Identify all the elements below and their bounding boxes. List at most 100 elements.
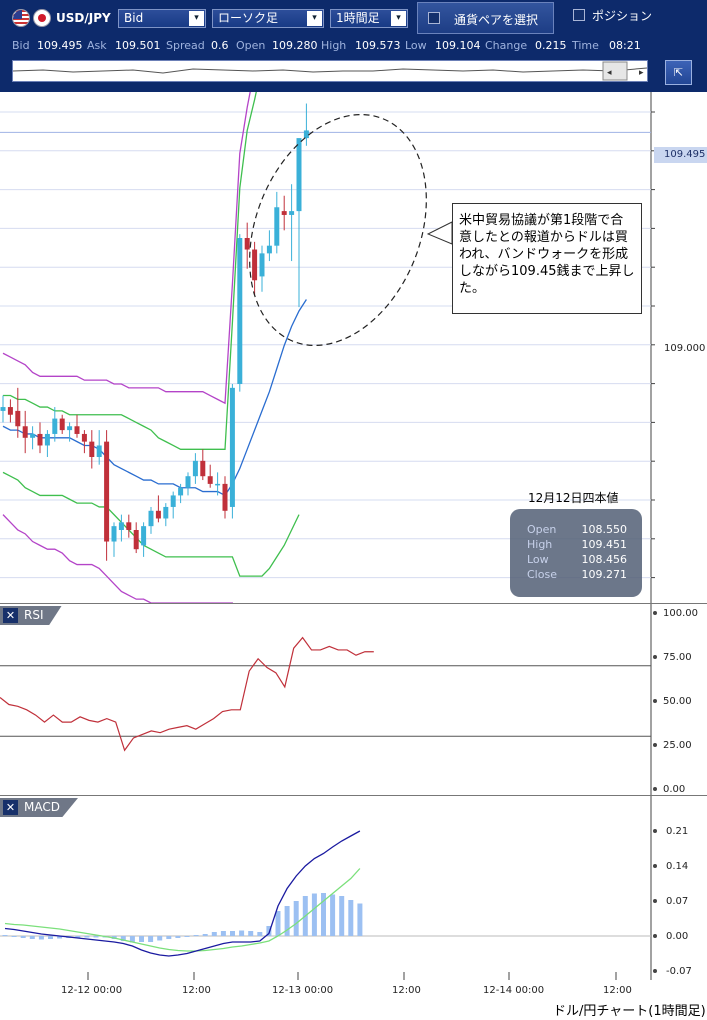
candle-body [0,407,6,411]
candle-body [259,253,265,277]
overview-scroller[interactable]: ◂ ▸ [12,60,648,82]
candle-body [229,387,235,507]
ohlc-title: 12月12日四本値 [528,491,619,505]
ohlc-row-close: Close 109.271 [527,568,627,583]
candle-body [81,433,87,442]
candle-body [178,487,184,496]
close-icon[interactable]: ✕ [3,608,18,623]
select-pair-checkbox[interactable] [428,12,440,24]
macd-histogram-bar [211,932,217,936]
candle-body [163,506,169,519]
macd-histogram-bar [284,906,290,936]
bollinger-upper-1sigma [3,92,257,450]
rsi-tick-dot [653,787,657,791]
ohlc-value: 108.456 [581,553,628,566]
price-type-select[interactable]: Bid ▾ [118,9,206,28]
time-tick: 12-13 00:00 [272,985,334,996]
candle-body [244,238,250,250]
ohlc-value: 109.271 [581,568,628,581]
chevron-down-icon: ▾ [307,11,322,26]
overview-handle[interactable] [602,61,628,81]
chart-type-select[interactable]: ローソク足 ▾ [212,9,324,28]
candle-body [274,207,280,246]
macd-histogram-bar [57,936,63,939]
macd-tag: ✕ MACD [0,798,78,817]
time-tick: 12:00 [392,985,421,996]
time-axis: 12-12 00:00 12:00 12-13 00:00 12:00 12-1… [0,972,707,998]
currency-pair-selector[interactable]: USD/JPY [6,6,111,30]
macd-tick-dot [653,829,657,833]
macd-histogram-bar [357,903,363,936]
ohlc-value: 108.550 [581,523,628,536]
rsi-tick-dot [653,743,657,747]
annotation-callout: 米中貿易協議が第1段階で合意したとの報道からドルは買われ、バンドウォークを形成し… [452,203,642,314]
rsi-chart [0,604,657,795]
high-value: 109.573 [355,39,401,52]
candle-body [30,433,36,438]
candle-body [222,483,228,511]
macd-histogram-bar [339,896,345,936]
change-label: Change [485,39,528,52]
time-value: 08:21 [609,39,641,52]
timeframe-select[interactable]: 1時間足 ▾ [330,9,408,28]
macd-histogram-bar [175,936,181,938]
macd-tick-dot [653,864,657,868]
time-tick: 12-12 00:00 [61,985,123,996]
current-price-tag: 109.495 [654,147,707,163]
ohlc-label: Low [527,553,549,566]
ohlc-row-low: Low 108.456 [527,553,627,568]
chevron-down-icon: ▾ [189,11,204,26]
timeframe-value: 1時間足 [336,11,380,25]
candle-body [44,433,50,446]
bollinger-lower-1sigma [2,471,300,577]
candle-body [155,510,161,519]
macd-histogram-bar [193,935,199,936]
macd-histogram-bar [48,936,53,939]
candle-body [7,407,13,415]
macd-tick-dot [653,934,657,938]
ohlc-label: Close [527,568,557,581]
quote-strip: Bid 109.495 Ask 109.501 Spread 0.6 Open … [0,38,707,54]
time-tick: 12:00 [603,985,632,996]
macd-label: MACD [24,800,60,814]
highlight-ellipse [249,113,427,347]
handle-right-arrow-icon: ▸ [639,68,644,78]
bid-value: 109.495 [37,39,83,52]
rsi-tick-dot [653,655,657,659]
candle-body [126,522,132,530]
low-value: 109.104 [435,39,481,52]
position-toggle[interactable]: ポジション [568,4,698,26]
macd-signal-line [4,868,361,952]
candle-body [74,426,80,434]
rsi-tick: 75.00 [663,652,692,663]
ohlc-row-high: High 109.451 [527,538,627,553]
macd-histogram-bar [275,911,281,936]
select-pair-label: 通貨ペアを選択 [454,13,539,27]
macd-histogram-bar [75,936,81,938]
select-pair-button[interactable]: 通貨ペアを選択 [417,2,554,34]
candle-body [111,526,117,542]
rsi-tick-dot [653,611,657,615]
candle-body [289,211,295,215]
macd-histogram-bar [157,936,163,941]
candle-body [52,418,58,434]
candle-body [37,433,43,446]
candle-body [281,211,287,215]
close-icon[interactable]: ✕ [3,800,18,815]
macd-tick: 0.21 [666,826,689,837]
macd-histogram-bar [29,936,35,939]
rsi-label: RSI [24,608,44,622]
candle-body [266,245,272,254]
macd-histogram-bar [38,936,44,940]
candle-body [303,130,309,139]
macd-histogram-bar [293,901,299,936]
open-label: Open [236,39,266,52]
expand-icon[interactable]: ⇱ [665,60,692,85]
macd-tick: 0.07 [666,896,689,907]
time-tick: 12:00 [182,985,211,996]
chart-caption: ドル/円チャート(1時間足) [553,1004,706,1019]
rsi-tick: 25.00 [663,740,692,751]
chart-toolbar: USD/JPY Bid ▾ ローソク足 ▾ 1時間足 ▾ 通貨ペアを選択 ポジシ… [0,0,707,92]
position-checkbox[interactable] [573,9,585,21]
ohlc-row-open: Open 108.550 [527,523,627,538]
